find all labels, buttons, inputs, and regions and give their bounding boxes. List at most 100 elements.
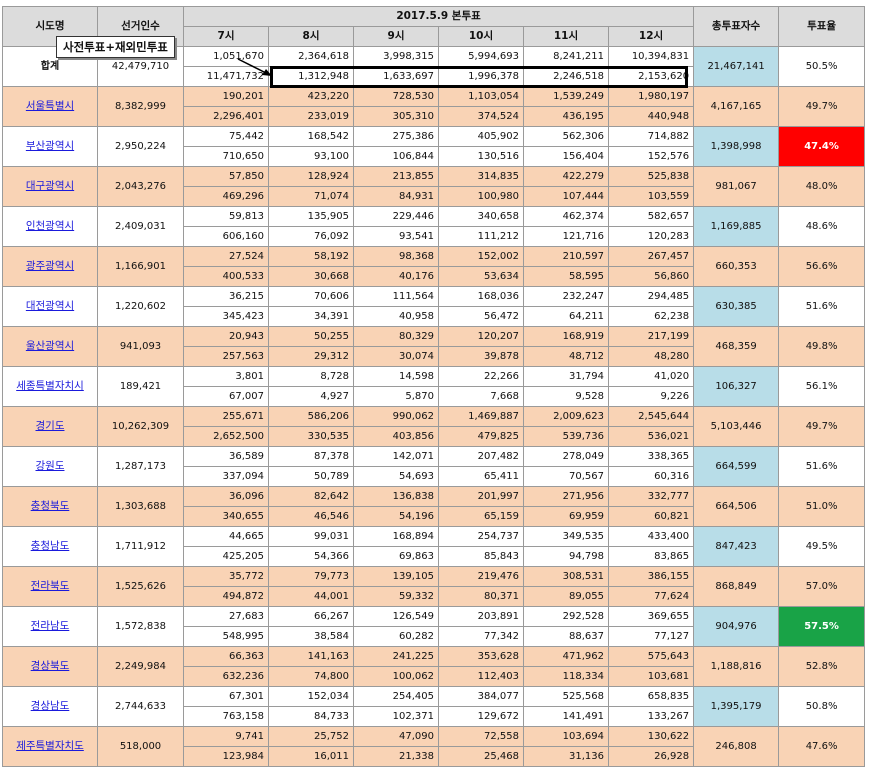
region-link[interactable]: 광주광역시 — [25, 260, 75, 272]
region-bottom-hour-11: 48,712 — [523, 346, 609, 367]
header-hour-7: 7시 — [183, 26, 269, 47]
region-link[interactable]: 제주특별자치도 — [16, 740, 84, 752]
region-bottom-hour-12: 152,576 — [607, 146, 695, 167]
region-voters: 1,220,602 — [97, 286, 184, 327]
region-top-hour-10: 1,469,887 — [438, 406, 524, 427]
region-bottom-hour-9: 93,541 — [353, 226, 439, 247]
region-bottom-hour-10: 100,980 — [438, 186, 524, 207]
region-link[interactable]: 충청북도 — [30, 500, 70, 512]
region-row-top: 울산광역시 941,093 20,943 50,255 80,329 120,207 168… — [2, 326, 866, 367]
total-bottom-12: 2,153,620 — [607, 66, 695, 87]
region-total-votes: 664,506 — [693, 486, 780, 527]
header-hour-9: 9시 — [353, 26, 439, 47]
region-bottom-hour-10: 129,672 — [438, 706, 524, 727]
region-bottom-hour-11: 69,959 — [523, 506, 609, 527]
region-row-bottom: 606,160 76,092 93,541 111,212 121,716 120,283 — [3, 226, 865, 247]
region-turnout: 51.6% — [778, 286, 866, 327]
turnout-table: 시도명 선거인수 2017.5.9 본투표 총투표자수 투표율 7시 8시 9시… — [2, 6, 866, 767]
region-bottom-hour-10: 130,516 — [438, 146, 524, 167]
region-bottom-hour-9: 403,856 — [353, 426, 439, 447]
region-row-top: 경상북도 2,249,984 66,363 141,163 241,225 353,628… — [2, 646, 866, 687]
region-top-hour-11: 271,956 — [523, 486, 609, 507]
region-top-hour-11: 31,794 — [523, 366, 609, 387]
region-bottom-hour-11: 156,404 — [523, 146, 609, 167]
region-top-hour-12: 575,643 — [607, 646, 695, 667]
header-turnout: 투표율 — [778, 6, 866, 47]
region-link[interactable]: 전라북도 — [30, 580, 70, 592]
region-turnout: 49.7% — [778, 86, 866, 127]
region-link[interactable]: 인천광역시 — [25, 220, 75, 232]
region-total-votes: 5,103,446 — [693, 406, 780, 447]
region-bottom-hour-12: 48,280 — [607, 346, 695, 367]
region-link[interactable]: 경상북도 — [30, 660, 70, 672]
region-turnout: 48.0% — [778, 166, 866, 207]
region-link[interactable]: 세종특별자치시 — [16, 380, 84, 392]
region-bottom-hour-8: 233,019 — [268, 106, 354, 127]
region-bottom-hour-7: 400,533 — [183, 266, 269, 287]
region-bottom-hour-9: 69,863 — [353, 546, 439, 567]
region-bottom-hour-7: 345,423 — [183, 306, 269, 327]
region-bottom-hour-7: 340,655 — [183, 506, 269, 527]
region-total-votes: 904,976 — [693, 606, 780, 647]
region-bottom-hour-11: 9,528 — [523, 386, 609, 407]
region-name-cell: 대전광역시 — [2, 286, 98, 327]
region-top-hour-9: 98,368 — [353, 246, 439, 267]
region-bottom-hour-10: 53,634 — [438, 266, 524, 287]
region-top-hour-10: 384,077 — [438, 686, 524, 707]
region-top-hour-12: 582,657 — [607, 206, 695, 227]
region-bottom-hour-8: 34,391 — [268, 306, 354, 327]
region-top-hour-9: 213,855 — [353, 166, 439, 187]
region-bottom-hour-7: 337,094 — [183, 466, 269, 487]
region-top-hour-12: 130,622 — [607, 726, 695, 747]
region-bottom-hour-12: 62,238 — [607, 306, 695, 327]
total-top-7: 1,051,670 — [183, 46, 269, 67]
region-bottom-hour-7: 425,205 — [183, 546, 269, 567]
region-name-cell: 부산광역시 — [2, 126, 98, 167]
region-link[interactable]: 부산광역시 — [25, 140, 75, 152]
region-turnout: 52.8% — [778, 646, 866, 687]
region-bottom-hour-9: 106,844 — [353, 146, 439, 167]
region-bottom-hour-8: 84,733 — [268, 706, 354, 727]
region-bottom-hour-11: 539,736 — [523, 426, 609, 447]
region-bottom-hour-7: 123,984 — [183, 746, 269, 767]
region-bottom-hour-8: 46,546 — [268, 506, 354, 527]
region-top-hour-7: 36,096 — [183, 486, 269, 507]
region-bottom-hour-10: 65,159 — [438, 506, 524, 527]
region-row-bottom: 425,205 54,366 69,863 85,843 94,798 83,865 — [3, 546, 865, 567]
region-row-bottom: 2,652,500 330,535 403,856 479,825 539,736 536… — [3, 426, 865, 447]
region-link[interactable]: 충청남도 — [30, 540, 70, 552]
region-bottom-hour-10: 85,843 — [438, 546, 524, 567]
region-row-bottom: 494,872 44,001 59,332 80,371 89,055 77,624 — [3, 586, 865, 607]
region-bottom-hour-7: 469,296 — [183, 186, 269, 207]
region-turnout: 51.6% — [778, 446, 866, 487]
region-bottom-hour-12: 77,127 — [607, 626, 695, 647]
region-top-hour-10: 254,737 — [438, 526, 524, 547]
region-turnout: 49.5% — [778, 526, 866, 567]
region-top-hour-7: 255,671 — [183, 406, 269, 427]
region-bottom-hour-9: 100,062 — [353, 666, 439, 687]
region-top-hour-8: 586,206 — [268, 406, 354, 427]
region-bottom-hour-8: 16,011 — [268, 746, 354, 767]
region-bottom-hour-8: 93,100 — [268, 146, 354, 167]
region-top-hour-11: 278,049 — [523, 446, 609, 467]
region-name-cell: 광주광역시 — [2, 246, 98, 287]
region-link[interactable]: 경상남도 — [30, 700, 70, 712]
region-link[interactable]: 울산광역시 — [25, 340, 75, 352]
region-link[interactable]: 서울특별시 — [25, 100, 75, 112]
region-bottom-hour-11: 141,491 — [523, 706, 609, 727]
region-link[interactable]: 대전광역시 — [25, 300, 75, 312]
total-top-9: 3,998,315 — [353, 46, 439, 67]
region-link[interactable]: 대구광역시 — [25, 180, 75, 192]
region-bottom-hour-11: 107,444 — [523, 186, 609, 207]
region-link[interactable]: 강원도 — [35, 460, 65, 472]
region-turnout: 57.0% — [778, 566, 866, 607]
total-top-10: 5,994,693 — [438, 46, 524, 67]
region-row-top: 제주특별자치도 518,000 9,741 25,752 47,090 72,558 103… — [2, 726, 866, 767]
region-top-hour-12: 294,485 — [607, 286, 695, 307]
region-turnout: 57.5% — [778, 606, 866, 647]
region-row-top: 대구광역시 2,043,276 57,850 128,924 213,855 314,83… — [2, 166, 866, 207]
region-link[interactable]: 전라남도 — [30, 620, 70, 632]
annotation-label: 사전투표+재외민투표 — [56, 36, 175, 58]
region-top-hour-8: 82,642 — [268, 486, 354, 507]
region-link[interactable]: 경기도 — [35, 420, 65, 432]
